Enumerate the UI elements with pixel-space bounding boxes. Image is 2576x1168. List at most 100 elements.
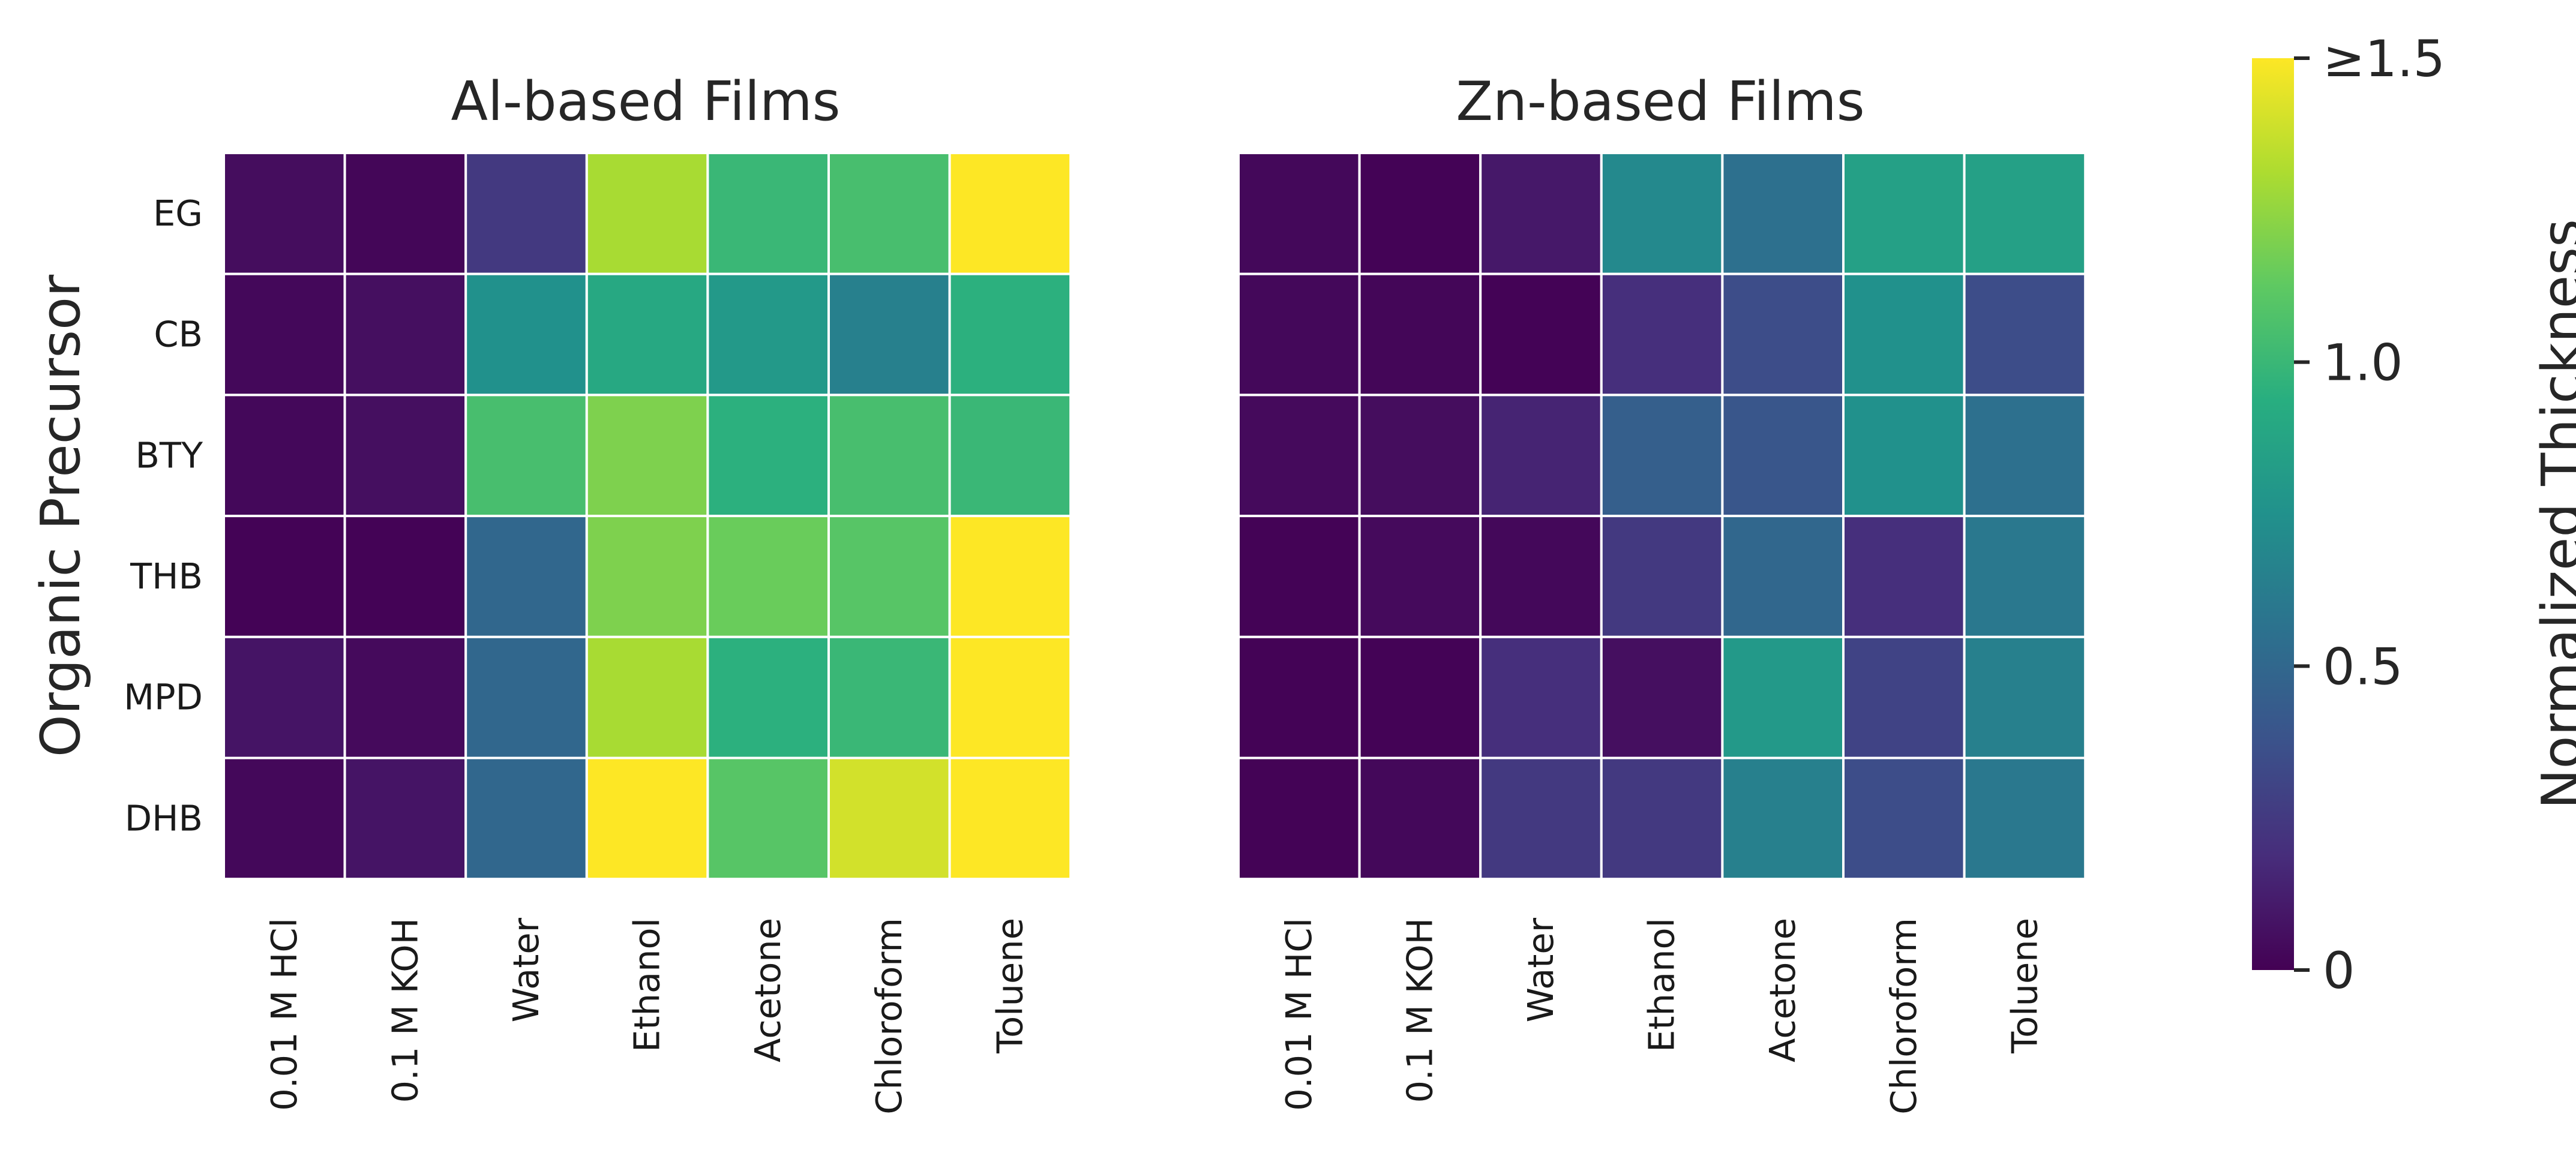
heatmap-cell	[585, 272, 709, 397]
heatmap-cell	[585, 152, 709, 275]
panel-title-zn: Zn-based Films	[1456, 70, 1864, 133]
heatmap-cell	[706, 394, 830, 518]
heatmap-cell	[1479, 756, 1603, 881]
heatmap-cell	[343, 635, 467, 759]
heatmap-cell	[1842, 635, 1966, 759]
column-tick-0-01-m-hcl: 0.01 M HCl	[1278, 918, 1320, 1111]
column-tick-water: Water	[1520, 917, 1561, 1022]
column-tick-ethanol: Ethanol	[1641, 918, 1683, 1052]
heatmap-cell	[1721, 756, 1845, 881]
heatmap-cell	[1479, 152, 1603, 275]
heatmap-cell	[706, 635, 830, 759]
heatmap-cell	[948, 756, 1072, 881]
heatmap-cell	[464, 756, 588, 881]
heatmap-cell	[948, 152, 1072, 275]
heatmap-cell	[1237, 515, 1361, 638]
column-tick-labels: 0.01 M HCl 0.1 M KOH Water Ethanol Acetone Ch…	[263, 917, 2046, 1114]
colorbar-tick-label: 0	[2323, 941, 2355, 1000]
heatmap-cell	[343, 272, 467, 397]
heatmap-cell	[1842, 272, 1966, 397]
heatmap-cell	[585, 756, 709, 881]
row-tick-mpd: MPD	[124, 677, 203, 718]
column-tick-chloroform: Chloroform	[1883, 918, 1924, 1115]
column-tick-0-01-m-hcl: 0.01 M HCl	[263, 918, 305, 1111]
row-tick-dhb: DHB	[125, 797, 203, 839]
heatmap-cell	[1600, 394, 1724, 518]
heatmap-cell	[1963, 394, 2087, 518]
row-tick-thb: THB	[130, 556, 203, 597]
heatmap-cell	[1479, 635, 1603, 759]
heatmap-cell	[223, 272, 346, 397]
heatmap-cell	[948, 394, 1072, 518]
heatmap-cell	[1237, 394, 1361, 518]
column-tick-chloroform: Chloroform	[868, 918, 910, 1115]
heatmap-cell	[1721, 515, 1845, 638]
colorbar: 0 0.5 1.0 ≥1.5 Normalized Thickness	[2252, 29, 2576, 1000]
heatmap-cell	[223, 152, 346, 275]
heatmap-cell	[1237, 272, 1361, 397]
heatmap-cell	[585, 635, 709, 759]
heatmap-cell	[1358, 756, 1482, 881]
heatmap-cell	[1842, 515, 1966, 638]
column-tick-toluene: Toluene	[2004, 918, 2045, 1054]
row-tick-cb: CB	[154, 314, 203, 355]
heatmap-cell	[585, 515, 709, 638]
heatmap-cell	[827, 635, 951, 759]
colorbar-tick-label: 1.0	[2323, 334, 2403, 392]
column-tick-water: Water	[505, 917, 547, 1022]
heatmap-cell	[1963, 272, 2087, 397]
row-tick-labels: EG CB BTY THB MPD DHB	[124, 193, 203, 839]
heatmap-cell	[1358, 635, 1482, 759]
heatmap-cell	[1237, 152, 1361, 275]
heatmap-cell	[1721, 152, 1845, 275]
heatmap-cell	[464, 635, 588, 759]
heatmap-cell	[1842, 394, 1966, 518]
heatmap-cell	[1963, 635, 2087, 759]
heatmap-cell	[706, 272, 830, 397]
heatmap-cell	[464, 272, 588, 397]
heatmap-cell	[948, 635, 1072, 759]
heatmap-cell	[1358, 515, 1482, 638]
column-tick-0-1-m-koh: 0.1 M KOH	[384, 918, 425, 1103]
heatmap-panel-al	[223, 152, 1072, 881]
column-tick-0-1-m-koh: 0.1 M KOH	[1399, 918, 1440, 1103]
heatmap-cell	[1358, 152, 1482, 275]
heatmap-cell	[1721, 635, 1845, 759]
heatmap-cell	[706, 152, 830, 275]
column-tick-acetone: Acetone	[1762, 918, 1803, 1062]
heatmap-cell	[827, 152, 951, 275]
column-tick-ethanol: Ethanol	[626, 918, 668, 1052]
heatmap-cell	[1479, 272, 1603, 397]
heatmap-cell	[827, 272, 951, 397]
heatmap-cell	[464, 515, 588, 638]
heatmap-cell	[1963, 756, 2087, 881]
heatmap-cell	[464, 394, 588, 518]
heatmap-cell	[585, 394, 709, 518]
panel-title-al: Al-based Films	[451, 70, 840, 133]
y-axis-label: Organic Precursor	[29, 275, 92, 757]
heatmap-cell	[948, 515, 1072, 638]
colorbar-tick-label: ≥1.5	[2323, 29, 2445, 88]
heatmap-cell	[1600, 515, 1724, 638]
colorbar-label: Normalized Thickness	[2530, 219, 2576, 809]
heatmap-cell	[1963, 152, 2087, 275]
colorbar-gradient	[2252, 58, 2294, 970]
heatmap-cell	[343, 756, 467, 881]
heatmap-cell	[223, 756, 346, 881]
colorbar-tick-label: 0.5	[2323, 637, 2403, 696]
heatmap-cell	[343, 394, 467, 518]
heatmap-cell	[1358, 272, 1482, 397]
row-tick-bty: BTY	[135, 434, 203, 476]
heatmap-cell	[223, 394, 346, 518]
colorbar-ticks: 0 0.5 1.0 ≥1.5	[2294, 29, 2445, 1000]
heatmap-cell	[1721, 272, 1845, 397]
heatmap-panel-zn	[1237, 152, 2087, 881]
heatmap-cell	[1721, 394, 1845, 518]
heatmap-cell	[1842, 152, 1966, 275]
heatmap-cell	[464, 152, 588, 275]
row-tick-eg: EG	[153, 193, 203, 234]
heatmap-cell	[1600, 272, 1724, 397]
heatmap-cell	[1479, 394, 1603, 518]
heatmap-cell	[1237, 756, 1361, 881]
column-tick-acetone: Acetone	[747, 918, 788, 1062]
